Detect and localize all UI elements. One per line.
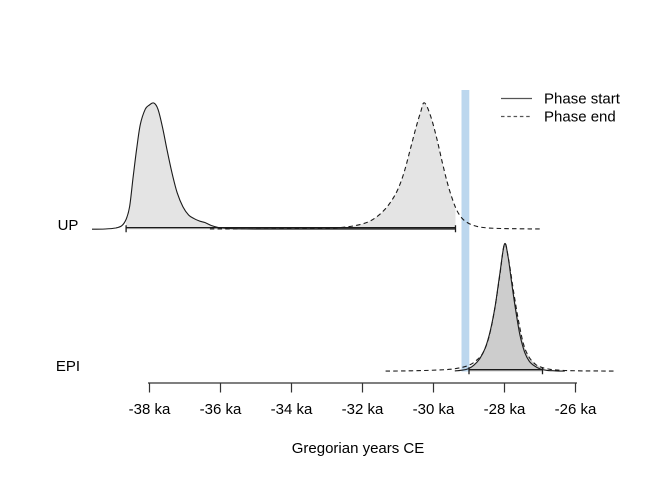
- x-tick-label: -32 ka: [342, 401, 384, 418]
- x-tick-label: -30 ka: [413, 401, 455, 418]
- density-fill-epi: [469, 243, 543, 372]
- x-tick-label: -26 ka: [555, 401, 597, 418]
- legend-label: Phase end: [544, 109, 616, 126]
- density-fill-up: [126, 102, 456, 230]
- up-end-density-curve: [209, 102, 540, 230]
- x-axis-title: Gregorian years CE: [291, 440, 425, 457]
- row-label-epi: EPI: [56, 358, 80, 375]
- x-tick-label: -38 ka: [129, 401, 171, 418]
- x-tick-label: -36 ka: [200, 401, 242, 418]
- epi-start-density-curve: [454, 242, 565, 372]
- epi-end-density-curve: [385, 242, 616, 372]
- x-axis: [148, 382, 577, 393]
- x-tick-label: -28 ka: [484, 401, 526, 418]
- row-label-up: UP: [58, 217, 79, 234]
- legend-label: Phase start: [544, 91, 621, 108]
- highlight-band: [461, 90, 470, 372]
- x-tick-label: -34 ka: [271, 401, 313, 418]
